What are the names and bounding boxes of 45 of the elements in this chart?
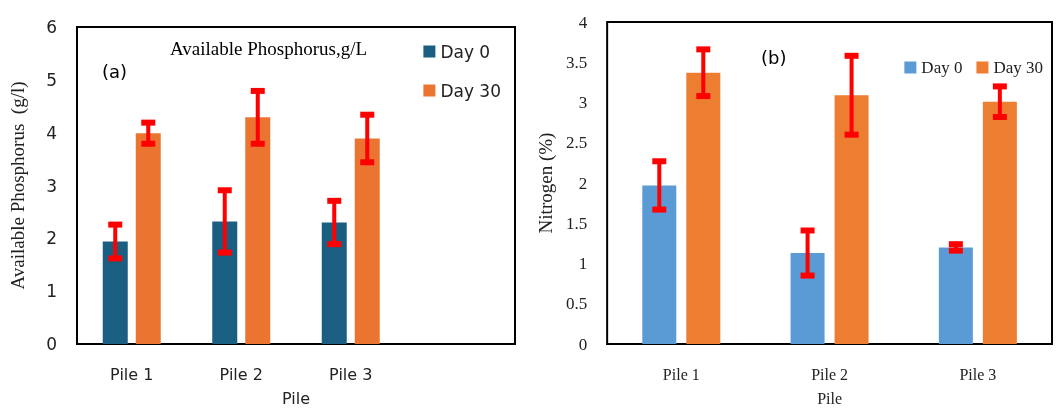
annotation: (b) [761,46,787,68]
x-axis-title: Pile [817,389,843,407]
annotation: (a) [102,60,128,82]
y-tick-label: 1.5 [565,213,588,233]
bar [102,241,128,344]
bar [212,221,238,344]
y-tick-label: 6 [46,17,57,37]
y-axis-title: Nitrogen (%) [535,132,557,234]
y-tick-label: 4 [46,122,57,143]
x-tick-label: Pile 2 [811,365,849,383]
y-tick-label: 2.5 [565,133,588,153]
legend-label: Day 30 [993,58,1044,77]
x-tick-label: Pile 1 [662,365,700,383]
bar [938,247,973,344]
legend-label: Day 30 [440,80,502,101]
y-tick-label: 0.5 [565,294,588,314]
y-tick-label: 4 [578,12,588,32]
x-tick-label: Pile 2 [219,364,263,384]
legend-label: Day 0 [440,41,491,62]
bar [982,101,1017,344]
bar [321,222,347,344]
bar [642,185,677,344]
y-tick-label: 2 [46,228,57,249]
y-tick-label: 0 [578,334,588,354]
x-axis-title: Pile [281,388,311,408]
y-tick-label: 3.5 [565,52,588,72]
x-tick-label: Pile 1 [110,364,154,384]
y-tick-label: 1 [46,281,57,302]
bar [686,72,721,344]
bar [354,138,380,344]
bar [790,253,825,344]
y-tick-label: 2 [578,173,588,193]
y-tick-label: 3 [46,175,57,196]
y-tick-label: 3 [578,93,588,112]
y-axis-title: Available Phosphorus (g/l) [7,81,29,290]
y-tick-label: 1 [578,254,588,273]
bar [834,95,869,344]
y-tick-label: 0 [46,334,57,354]
bar [135,133,161,344]
x-tick-label: Pile 3 [959,365,997,383]
legend-label: Day 0 [921,58,963,77]
y-tick-label: 5 [46,69,57,90]
x-tick-label: Pile 3 [329,364,373,384]
bar [245,117,271,344]
text: Available Phosphorus,g/L [170,38,368,59]
